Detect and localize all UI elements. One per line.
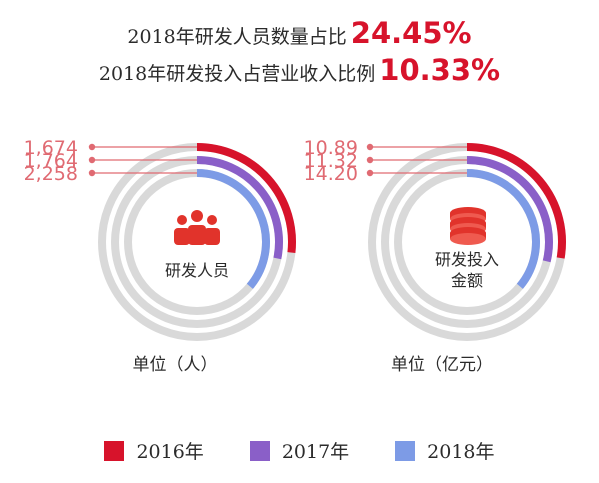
value-label-2016: 1,674 [24,137,78,159]
legend-item-2016: 2016年 [104,437,204,464]
legend-label-2018: 2018年 [427,441,495,463]
unit-label-staff: 单位（人） [133,355,218,375]
legend-swatch-2017 [249,440,270,461]
value-label-2018: 2,258 [24,163,78,185]
headline-investment-text: 2018年研发投入占营业收入比例 [98,63,376,85]
headline-investment-ratio: 2018年研发投入占营业收入比例 10.33% [0,53,599,87]
ring-arcs [466,143,566,289]
leader-dot-2016 [366,143,374,151]
leader-dot-2016 [88,143,96,151]
value-label-2016: 10.89 [304,137,358,159]
arc-2018 [466,169,540,289]
leader-dot-2017 [88,156,96,164]
legend-swatch-2016 [104,440,125,461]
arc-2016 [196,143,296,253]
arc-2016 [466,143,566,259]
leader-dot-2017 [366,156,374,164]
headline-staff-text: 2018年研发人员数量占比 [127,26,347,48]
people-icon [174,210,220,245]
legend-label-2017: 2017年 [281,441,350,463]
headline-staff-value: 24.45% [350,16,472,50]
leader-dot-2018 [366,169,374,177]
headline-investment-value: 10.33% [379,53,501,87]
arc-2017 [196,156,283,260]
legend-swatch-2018 [395,440,416,461]
value-label-2017: 1,764 [24,150,78,172]
arc-2018 [196,169,270,289]
legend-label-2016: 2016年 [136,441,204,463]
value-label-2018: 14.20 [304,163,358,185]
headline-staff-ratio: 2018年研发人员数量占比 24.45% [0,16,599,50]
unit-label-investment: 单位（亿元） [391,355,493,375]
value-label-2017: 11.32 [304,150,358,172]
leader-dot-2018 [88,169,96,177]
leader-lines [366,143,467,177]
legend-item-2017: 2017年 [249,437,350,464]
coins-icon [450,207,486,245]
legend: 2016年 2017年 2018年 [0,437,599,464]
leader-lines [88,143,197,177]
center-label-investment-line1: 研发投入 [435,250,499,269]
legend-item-2018: 2018年 [395,437,495,464]
center-label-staff: 研发人员 [165,261,229,280]
ring-arcs [196,143,296,289]
center-label-investment-line2: 金额 [451,271,483,290]
arc-2017 [466,156,553,263]
